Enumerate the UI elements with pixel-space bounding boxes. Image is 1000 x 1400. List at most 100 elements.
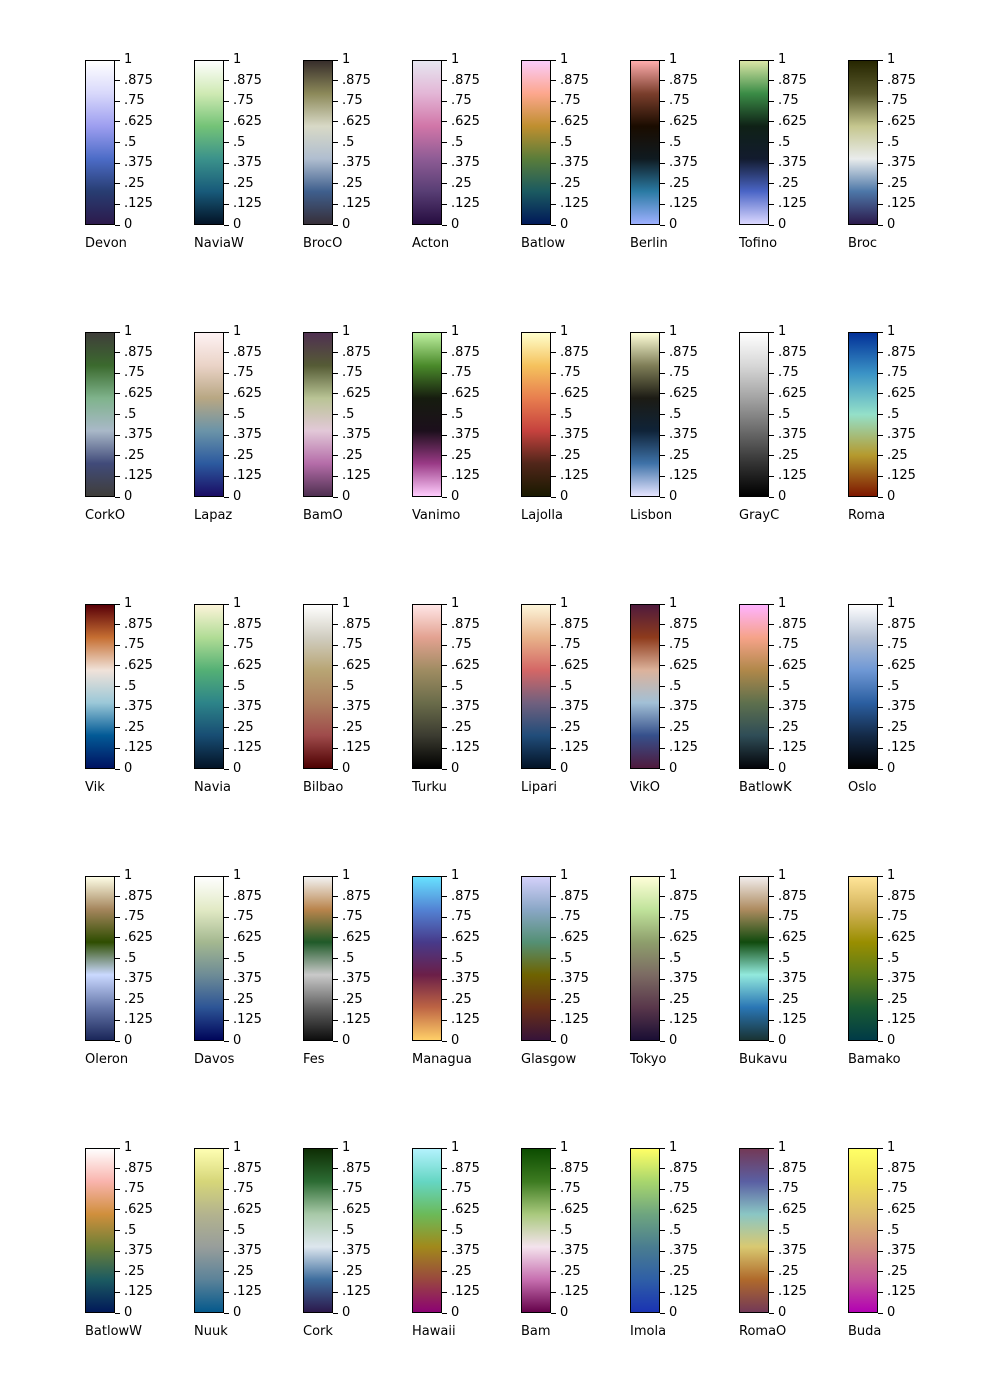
tick-label: .75	[560, 637, 581, 653]
colorbar-gradient	[630, 332, 660, 497]
tick-label: .5	[887, 406, 900, 422]
colorbar-managua: 0 .125 .25 .375 .5 .625 .75 .875 1 Managua	[412, 868, 522, 1086]
tick-mark	[115, 1188, 120, 1190]
tick-label: .375	[887, 699, 916, 715]
tick-mark	[442, 1271, 447, 1273]
colorbar-gradient	[194, 876, 224, 1041]
tick-mark	[333, 978, 338, 980]
tick-label: 0	[778, 1305, 787, 1320]
tick-mark	[224, 475, 229, 477]
tick-mark	[551, 1312, 556, 1314]
tick-mark	[224, 644, 229, 646]
tick-mark	[878, 603, 883, 605]
tick-mark	[660, 224, 665, 226]
colormap-name: Bukavu	[739, 1052, 788, 1067]
colorbar-batloww: 0 .125 .25 .375 .5 .625 .75 .875 1 BatlowW	[85, 1140, 195, 1358]
tick-mark	[224, 1147, 229, 1149]
tick-label: .75	[778, 909, 799, 925]
tick-mark	[551, 393, 556, 395]
colorbar-ticks: 0 .125 .25 .375 .5 .625 .75 .875 1	[769, 596, 849, 776]
tick-mark	[660, 475, 665, 477]
tick-mark	[551, 372, 556, 374]
tick-label: .5	[778, 678, 791, 694]
tick-mark	[442, 1147, 447, 1149]
colorbar-ticks: 0 .125 .25 .375 .5 .625 .75 .875 1	[224, 596, 304, 776]
tick-label: .75	[451, 637, 472, 653]
tick-label: .125	[560, 740, 589, 756]
colorbar-ticks: 0 .125 .25 .375 .5 .625 .75 .875 1	[551, 868, 631, 1048]
tick-label: .875	[887, 616, 916, 632]
tick-mark	[551, 414, 556, 415]
tick-mark	[660, 455, 665, 457]
tick-label: 0	[342, 1033, 351, 1048]
tick-label: 1	[124, 1140, 133, 1155]
tick-label: .875	[887, 72, 916, 88]
tick-label: .875	[451, 888, 480, 904]
tick-mark	[115, 706, 120, 708]
tick-label: .125	[233, 740, 262, 756]
tick-label: .875	[342, 1160, 371, 1176]
tick-mark	[333, 121, 338, 123]
tick-label: 0	[124, 1305, 133, 1320]
tick-label: 1	[669, 596, 678, 611]
tick-label: .625	[778, 929, 807, 945]
tick-mark	[442, 1250, 447, 1252]
tick-mark	[551, 1040, 556, 1042]
tick-label: .5	[778, 1222, 791, 1238]
tick-mark	[551, 162, 556, 164]
tick-mark	[769, 331, 774, 333]
tick-mark	[551, 352, 556, 354]
tick-mark	[442, 624, 447, 626]
tick-mark	[660, 331, 665, 333]
tick-label: .875	[778, 888, 807, 904]
tick-mark	[333, 496, 338, 498]
tick-label: .875	[560, 616, 589, 632]
tick-mark	[660, 393, 665, 395]
colormap-name: Oleron	[85, 1052, 129, 1067]
colorbar-gradient	[194, 60, 224, 225]
colorbar-tofino: 0 .125 .25 .375 .5 .625 .75 .875 1 Tofino	[739, 52, 849, 270]
colormap-name: Fes	[303, 1052, 325, 1067]
colormap-name: NaviaW	[194, 236, 244, 251]
tick-mark	[224, 1168, 229, 1170]
tick-label: 0	[342, 217, 351, 232]
tick-label: .375	[233, 971, 262, 987]
colorbar-ticks: 0 .125 .25 .375 .5 .625 .75 .875 1	[224, 868, 304, 1048]
colorbar-ticks: 0 .125 .25 .375 .5 .625 .75 .875 1	[878, 324, 958, 504]
tick-label: .375	[342, 971, 371, 987]
colorbar-ticks: 0 .125 .25 .375 .5 .625 .75 .875 1	[442, 324, 522, 504]
tick-mark	[878, 121, 883, 123]
tick-mark	[224, 999, 229, 1001]
colorbar-ticks: 0 .125 .25 .375 .5 .625 .75 .875 1	[333, 1140, 413, 1320]
tick-mark	[660, 121, 665, 123]
tick-mark	[551, 875, 556, 877]
tick-label: .125	[451, 740, 480, 756]
tick-mark	[878, 937, 883, 939]
tick-label: .875	[342, 344, 371, 360]
tick-label: .625	[887, 113, 916, 129]
tick-mark	[442, 1188, 447, 1190]
tick-label: .625	[451, 385, 480, 401]
tick-label: .25	[887, 447, 908, 463]
tick-label: .375	[342, 1243, 371, 1259]
tick-label: .125	[451, 196, 480, 212]
tick-mark	[660, 644, 665, 646]
tick-label: .625	[124, 1201, 153, 1217]
tick-mark	[224, 414, 229, 415]
tick-label: .875	[560, 1160, 589, 1176]
tick-label: .25	[124, 991, 145, 1007]
colorbar-gradient	[303, 876, 333, 1041]
tick-mark	[551, 183, 556, 185]
tick-label: 1	[887, 1140, 896, 1155]
tick-label: .875	[451, 72, 480, 88]
colorbar-hawaii: 0 .125 .25 .375 .5 .625 .75 .875 1 Hawaii	[412, 1140, 522, 1358]
tick-label: .125	[124, 468, 153, 484]
tick-label: 0	[887, 1305, 896, 1320]
tick-label: .625	[124, 385, 153, 401]
colorbar-gradient	[412, 60, 442, 225]
tick-mark	[333, 768, 338, 770]
colorbar-gradient	[521, 876, 551, 1041]
tick-label: .625	[669, 385, 698, 401]
tick-label: .375	[233, 1243, 262, 1259]
tick-label: .125	[778, 468, 807, 484]
